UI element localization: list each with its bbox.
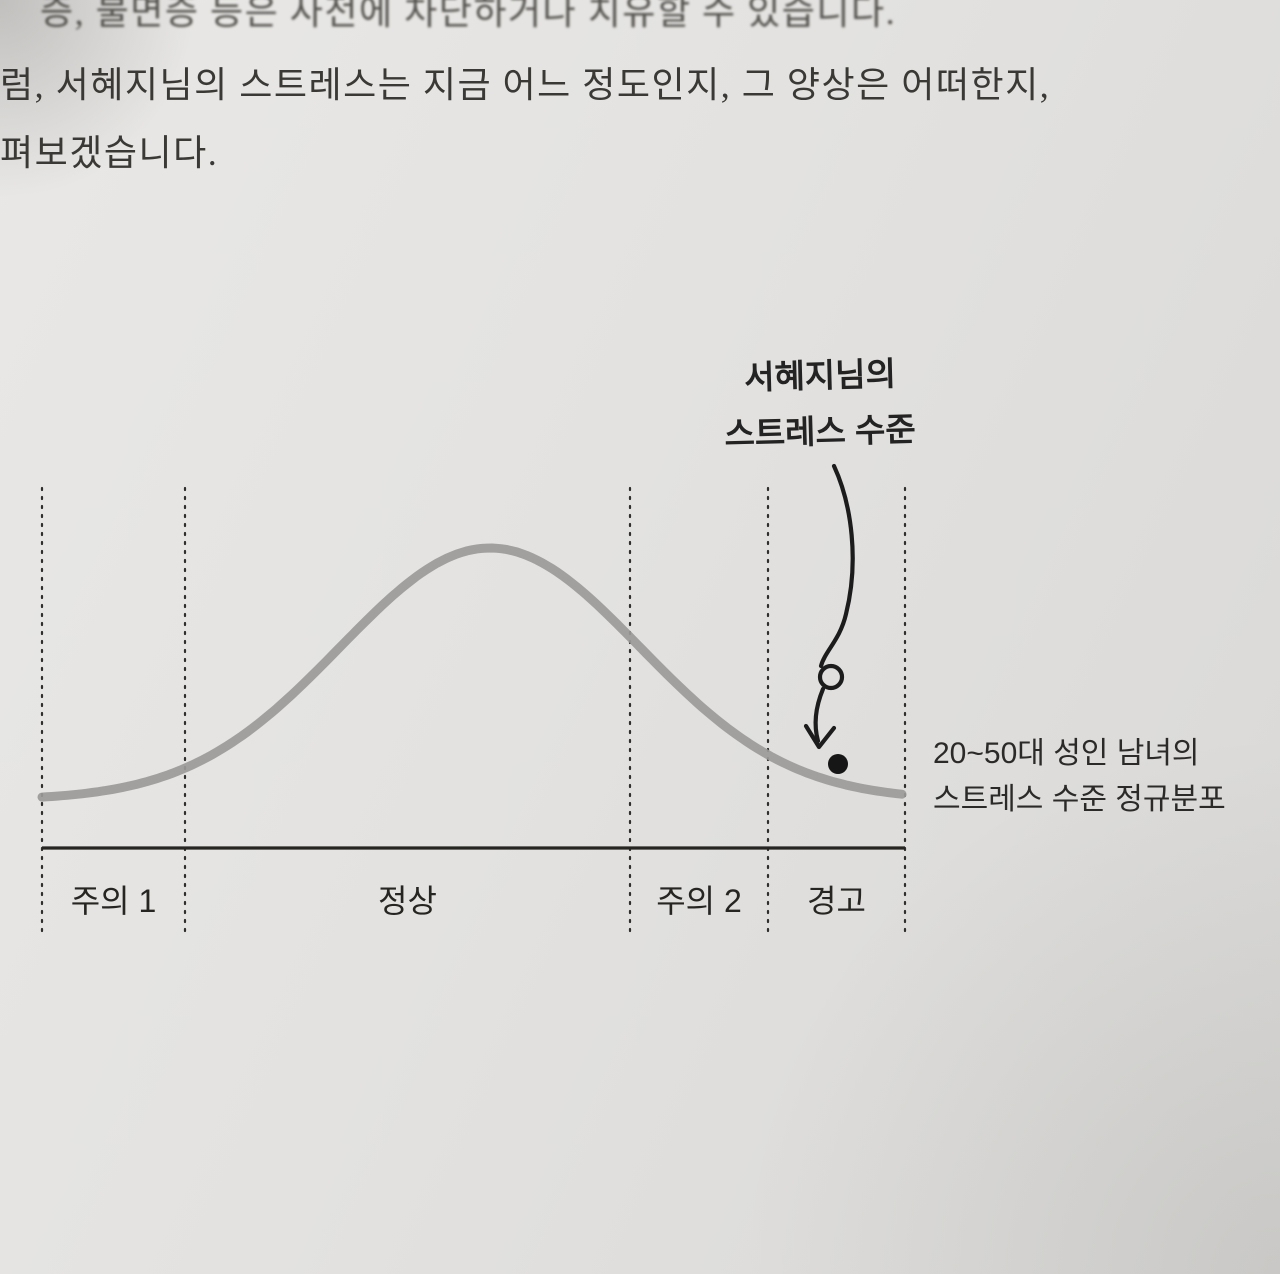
region-label-warning: 경고 — [807, 883, 866, 919]
stress-level-marker-dot — [828, 754, 848, 774]
region-label-normal: 정상 — [378, 883, 437, 919]
bell-curve — [37, 543, 907, 802]
distribution-caption-line-2: 스트레스 수준 정규분포 — [933, 783, 1226, 816]
body-text-line-1: 증, 불면증 등은 사전에 차단하거나 치유할 수 있습니다. — [40, 0, 897, 32]
region-labels: 주의 1 정상 주의 2 경고 — [71, 883, 866, 919]
arrow-shaft-lower — [813, 686, 826, 744]
region-boundary-lines — [40, 486, 907, 940]
hand-drawn-arrow — [803, 463, 855, 750]
arrow-shaft-upper — [818, 463, 855, 669]
arrow-loop — [817, 663, 845, 691]
region-label-caution1: 주의 1 — [71, 883, 157, 919]
distribution-caption-line-1: 20~50대 성인 남녀의 — [933, 737, 1200, 770]
body-text-line-3: 펴보겠습니다. — [0, 133, 219, 173]
region-label-caution2: 주의 2 — [656, 883, 742, 919]
arrowhead-icon — [803, 723, 837, 750]
body-text-line-2: 럼, 서혜지님의 스트레스는 지금 어느 정도인지, 그 양상은 어떠한지, — [0, 65, 1051, 105]
